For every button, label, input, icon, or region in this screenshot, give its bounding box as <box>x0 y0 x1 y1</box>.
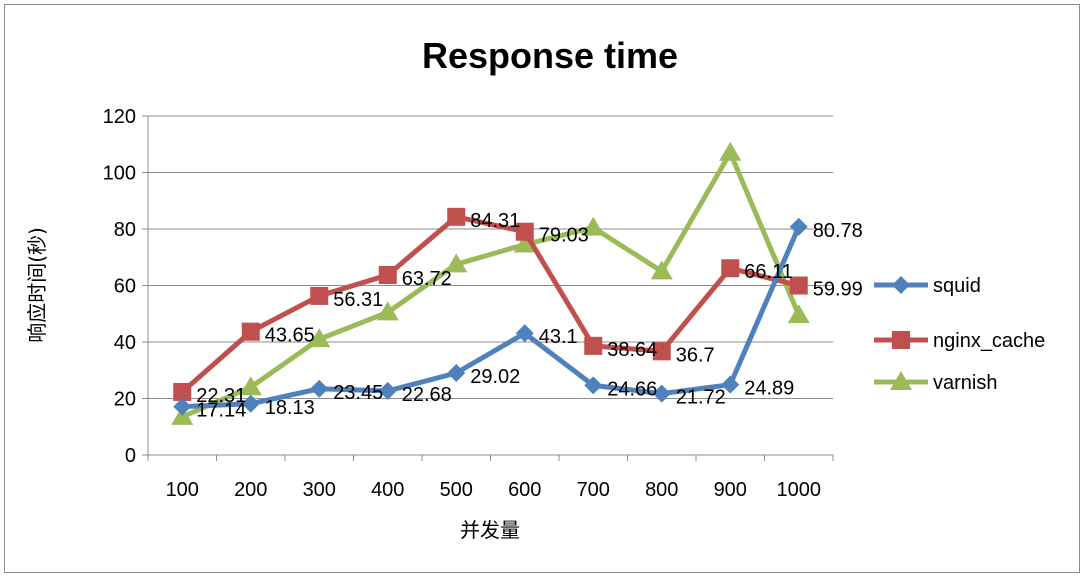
point-nginx_cache-100 <box>173 382 192 401</box>
data-label-nginx_cache-600: 79.03 <box>539 225 589 247</box>
y-tick-label-0: 0 <box>125 445 136 467</box>
point-squid-100 <box>173 397 192 416</box>
point-nginx_cache-200 <box>241 322 260 341</box>
chart-title: Response time <box>422 35 678 76</box>
data-label-squid-300: 23.45 <box>333 382 383 404</box>
data-label-nginx_cache-400: 63.72 <box>402 268 452 290</box>
y-tick-label-100: 100 <box>103 163 136 185</box>
point-varnish-200 <box>239 376 262 396</box>
series-line-nginx_cache <box>180 214 800 394</box>
legend-label-nginx_cache: nginx_cache <box>933 330 1045 352</box>
point-squid-700 <box>584 376 603 395</box>
x-tick-label-100: 100 <box>166 479 199 501</box>
x-tick-label-600: 600 <box>508 479 541 501</box>
series-line-varnish <box>181 150 802 420</box>
x-tick-label-500: 500 <box>440 479 473 501</box>
point-varnish-300 <box>308 328 331 348</box>
legend-label-varnish: varnish <box>933 372 997 394</box>
data-label-squid-600: 43.1 <box>539 326 578 348</box>
point-squid-1000 <box>789 217 808 236</box>
data-label-nginx_cache-500: 84.31 <box>470 210 520 232</box>
point-nginx_cache-1000 <box>789 276 808 295</box>
point-varnish-900 <box>719 141 742 161</box>
point-nginx_cache-300 <box>310 286 329 305</box>
data-labels-layer: 17.14 18.13 23.45 22.68 29.02 43.1 24.66 21.72 2… <box>196 210 863 422</box>
data-label-nginx_cache-700: 38.64 <box>607 339 657 361</box>
point-varnish-600 <box>513 233 536 253</box>
series-varnish <box>171 141 810 425</box>
data-label-squid-200: 18.13 <box>265 397 315 419</box>
legend-marker-nginx_cache <box>892 331 910 349</box>
point-squid-900 <box>721 375 740 394</box>
legend-item-varnish: varnish <box>874 371 997 394</box>
point-squid-300 <box>310 379 329 398</box>
data-label-nginx_cache-100: 22.31 <box>196 385 246 407</box>
x-tick-label-400: 400 <box>371 479 404 501</box>
point-squid-800 <box>652 384 671 403</box>
x-tick-label-300: 300 <box>303 479 336 501</box>
point-nginx_cache-600 <box>515 222 534 241</box>
point-nginx_cache-400 <box>378 265 397 284</box>
data-label-squid-700: 24.66 <box>607 378 657 400</box>
data-label-nginx_cache-1000: 59.99 <box>813 279 863 301</box>
y-axis-ticks: 0 20 40 60 80 100 120 <box>103 106 136 467</box>
x-tick-label-1000: 1000 <box>777 479 822 501</box>
y-tick-label-120: 120 <box>103 106 136 128</box>
y-tick-label-40: 40 <box>114 332 136 354</box>
data-label-squid-900: 24.89 <box>744 378 794 400</box>
x-axis-ticks: 100 200 300 400 500 600 700 800 900 1000 <box>166 479 821 501</box>
series-nginx_cache <box>173 207 808 401</box>
data-label-squid-400: 22.68 <box>402 384 452 406</box>
point-nginx_cache-800 <box>652 342 671 361</box>
point-squid-500 <box>447 364 466 383</box>
y-tick-label-80: 80 <box>114 219 136 241</box>
y-tick-label-20: 20 <box>114 389 136 411</box>
legend-label-squid: squid <box>933 275 981 297</box>
data-label-squid-500: 29.02 <box>470 366 520 388</box>
x-tick-label-900: 900 <box>714 479 747 501</box>
point-nginx_cache-700 <box>584 336 603 355</box>
point-varnish-700 <box>582 216 605 236</box>
legend-marker-squid <box>892 276 910 294</box>
x-tick-label-200: 200 <box>234 479 267 501</box>
series-squid <box>173 217 808 416</box>
data-label-nginx_cache-900: 66.11 <box>744 261 793 283</box>
series-layer <box>171 141 810 425</box>
x-tick-label-700: 700 <box>577 479 610 501</box>
data-label-squid-100: 17.14 <box>196 400 246 422</box>
x-axis-label: 并发量 <box>460 518 520 542</box>
point-squid-600 <box>515 324 534 343</box>
data-label-nginx_cache-200: 43.65 <box>265 325 315 347</box>
data-label-squid-1000: 80.78 <box>813 220 863 242</box>
point-nginx_cache-500 <box>447 207 466 226</box>
data-label-nginx_cache-800: 36.7 <box>676 344 715 366</box>
point-nginx_cache-900 <box>721 259 740 278</box>
legend-item-squid: squid <box>874 275 981 297</box>
point-varnish-500 <box>445 253 468 273</box>
point-squid-400 <box>378 381 397 400</box>
y-tick-label-60: 60 <box>114 276 136 298</box>
series-line-squid <box>182 225 802 410</box>
point-varnish-800 <box>650 260 673 280</box>
x-tick-label-800: 800 <box>645 479 678 501</box>
data-label-squid-800: 21.72 <box>676 387 726 409</box>
legend-marker-varnish <box>890 371 912 390</box>
point-squid-200 <box>241 394 260 413</box>
legend-item-nginx_cache: nginx_cache <box>874 330 1045 352</box>
y-axis-label: 响应时间(秒) <box>25 227 49 343</box>
point-varnish-400 <box>376 301 399 321</box>
data-label-nginx_cache-300: 56.31 <box>333 289 383 311</box>
point-varnish-1000 <box>787 304 810 324</box>
